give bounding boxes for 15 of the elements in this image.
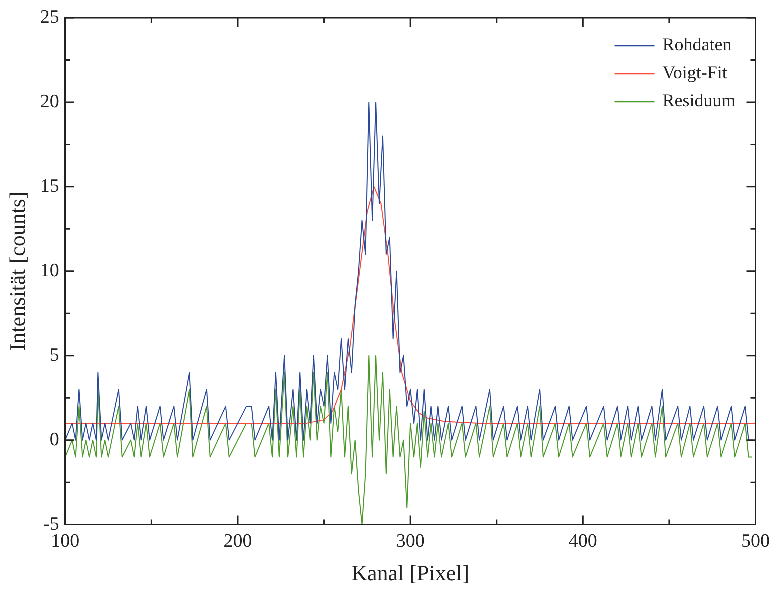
x-axis-title: Kanal [Pixel] (352, 560, 470, 586)
x-tick-label: 300 (396, 531, 425, 552)
legend-label: Voigt-Fit (662, 62, 728, 83)
y-axis-title: Intensität [counts] (4, 192, 30, 352)
legend-label: Rohdaten (662, 34, 732, 55)
y-tick-label: 10 (40, 260, 60, 282)
y-tick-label: 5 (50, 344, 60, 366)
y-tick-label: 15 (40, 176, 60, 197)
y-tick-label: 25 (40, 6, 60, 28)
legend-label: Residuum (662, 90, 736, 111)
x-tick-label: 500 (742, 531, 770, 552)
y-tick-label: 0 (50, 429, 60, 450)
y-tick-label: 20 (40, 91, 60, 112)
x-tick-label: 400 (568, 531, 598, 552)
x-tick-label: 200 (224, 531, 252, 552)
